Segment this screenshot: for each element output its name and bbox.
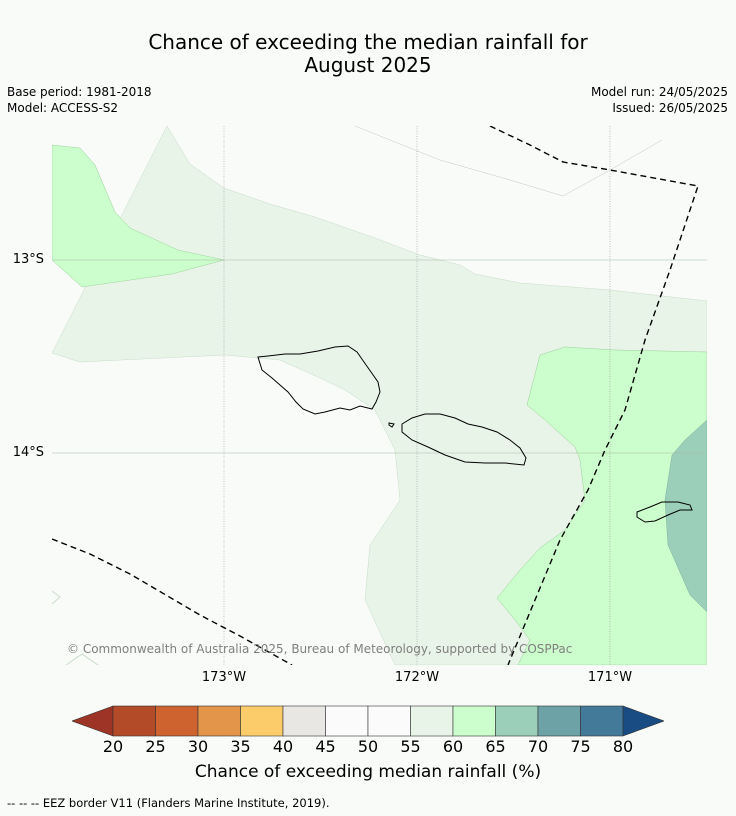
base-period: Base period: 1981-2018 bbox=[7, 85, 152, 99]
title-line-1: Chance of exceeding the median rainfall … bbox=[148, 30, 588, 54]
colorbar-tick-label: 35 bbox=[230, 737, 251, 756]
map-svg bbox=[52, 126, 707, 665]
meta-right: Model run: 24/05/2025 Issued: 26/05/2025 bbox=[591, 84, 728, 116]
colorbar-box bbox=[282, 705, 326, 737]
region-60-65-east bbox=[496, 346, 707, 665]
colorbar-extend-low bbox=[72, 705, 114, 737]
colorbar-tick-label: 55 bbox=[400, 737, 421, 756]
lat-label-13s: 13°S bbox=[12, 252, 44, 267]
edge-marker-bottom bbox=[65, 653, 99, 665]
colorbar-extend-high bbox=[622, 705, 664, 737]
eez-footnote: -- -- -- EEZ border V11 (Flanders Marine… bbox=[7, 796, 330, 810]
island-tutuila bbox=[636, 501, 693, 523]
coastlines bbox=[257, 345, 693, 523]
meta-left: Base period: 1981-2018 Model: ACCESS-S2 bbox=[7, 84, 152, 116]
graticule bbox=[52, 126, 707, 665]
copyright-notice: © Commonwealth of Australia 2025, Bureau… bbox=[67, 642, 573, 656]
colorbar-tick-label: 70 bbox=[527, 737, 549, 756]
colorbar-tick-label: 50 bbox=[357, 737, 379, 756]
model-name: Model: ACCESS-S2 bbox=[7, 101, 119, 115]
lat-label-14s: 14°S bbox=[12, 445, 44, 460]
colorbar-tick-label: 20 bbox=[102, 737, 124, 756]
region-65-70 bbox=[664, 419, 707, 613]
colorbar-tick-label: 60 bbox=[442, 737, 464, 756]
colorbar-segments bbox=[72, 705, 664, 737]
colorbar-box bbox=[240, 705, 284, 737]
colorbar-box bbox=[410, 705, 454, 737]
region-60-65-west bbox=[52, 144, 225, 288]
map-area bbox=[52, 126, 707, 665]
colorbar bbox=[72, 705, 664, 737]
model-run: Model run: 24/05/2025 bbox=[590, 85, 728, 99]
colorbar-box bbox=[452, 705, 496, 737]
colorbar-box bbox=[367, 705, 411, 737]
contour-line-ne bbox=[354, 126, 663, 197]
colorbar-box bbox=[325, 705, 369, 737]
colorbar-label: Chance of exceeding median rainfall (%) bbox=[194, 762, 542, 782]
colorbar-box bbox=[537, 705, 581, 737]
colorbar-tick-label: 65 bbox=[485, 737, 506, 756]
colorbar-box bbox=[112, 705, 156, 737]
lon-label-172w: 172°W bbox=[394, 670, 440, 685]
island-upolu bbox=[401, 413, 527, 466]
colorbar-tick-label: 45 bbox=[315, 737, 336, 756]
title-line-2: August 2025 bbox=[304, 53, 432, 77]
issued-date: Issued: 26/05/2025 bbox=[612, 101, 728, 115]
colorbar-box bbox=[495, 705, 539, 737]
colorbar-tick-label: 30 bbox=[187, 737, 209, 756]
colorbar-tick-label: 80 bbox=[612, 737, 634, 756]
eez-border bbox=[52, 126, 699, 665]
colorbar-box bbox=[197, 705, 241, 737]
lon-label-171w: 171°W bbox=[587, 670, 633, 685]
colorbar-box bbox=[155, 705, 199, 737]
colorbar-tick-label: 25 bbox=[145, 737, 166, 756]
colorbar-tick-label: 40 bbox=[272, 737, 294, 756]
colorbar-box bbox=[580, 705, 624, 737]
chart-title: Chance of exceeding the median rainfall … bbox=[0, 31, 736, 77]
edge-marker bbox=[52, 590, 61, 605]
lon-label-173w: 173°W bbox=[201, 670, 247, 685]
colorbar-tick-label: 75 bbox=[570, 737, 591, 756]
island-savaii bbox=[257, 345, 381, 415]
island-manono bbox=[388, 422, 395, 428]
